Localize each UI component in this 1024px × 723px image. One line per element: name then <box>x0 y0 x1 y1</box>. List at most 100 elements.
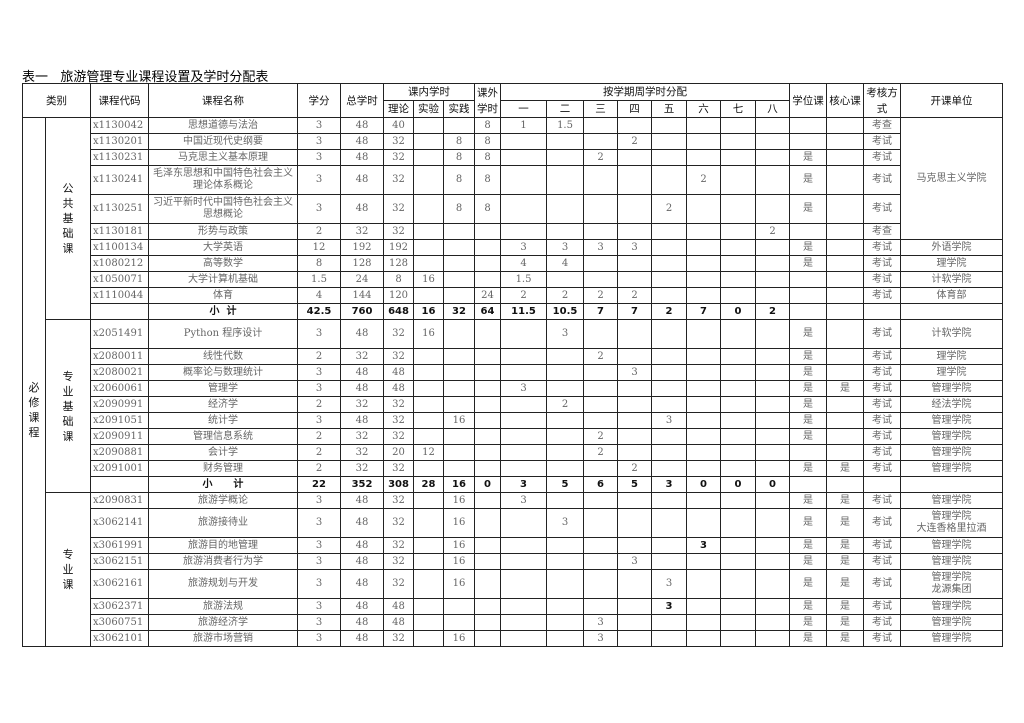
semester-4-hours <box>617 508 653 538</box>
header-category: 类别 <box>22 83 91 118</box>
header-core: 核心课 <box>826 83 865 118</box>
course-lab <box>413 428 444 445</box>
course-theory: 20 <box>383 444 414 461</box>
course-theory: 32 <box>383 133 414 150</box>
semester-1-hours <box>500 364 548 381</box>
core-course <box>826 194 865 224</box>
semester-3-hours <box>583 319 619 349</box>
semester-4-hours <box>617 598 653 615</box>
course-practice <box>442 223 476 240</box>
subtotal-row: 小 计 22 352 308 28 16 0 3 5 6 5 3 0 0 0 <box>23 476 1004 493</box>
course-theory: 32 <box>383 630 414 647</box>
semester-2-hours <box>546 348 585 365</box>
header-credit: 学分 <box>297 83 341 118</box>
course-theory: 48 <box>383 380 414 397</box>
course-credit: 3 <box>297 537 341 554</box>
course-total: 128 <box>340 255 384 272</box>
semester-3-hours <box>583 412 619 429</box>
semester-3-hours <box>583 598 619 615</box>
course-credit: 3 <box>297 149 341 166</box>
semester-1-hours: 1 <box>500 117 548 134</box>
exam-method: 考查 <box>863 223 902 240</box>
semester-4-hours <box>617 444 653 461</box>
course-practice: 16 <box>442 492 476 509</box>
semester-4-hours <box>617 149 653 166</box>
course-name: 中国近现代史纲要 <box>148 133 298 150</box>
course-total: 24 <box>340 271 384 288</box>
semester-4-hours <box>617 255 653 272</box>
semester-1-hours: 1.5 <box>500 271 548 288</box>
course-code: x1130231 <box>90 149 149 166</box>
semester-3-hours <box>583 460 619 477</box>
table-row: x3060751 旅游经济学 3 48 48 3 是是考试 管理学院 <box>23 614 1004 631</box>
semester-2-hours <box>546 598 585 615</box>
course-total: 32 <box>340 428 384 445</box>
offering-dept: 体育部 <box>900 287 1004 304</box>
course-lab <box>413 508 444 538</box>
semester-2-hours <box>546 364 585 381</box>
course-code: x2090881 <box>90 444 149 461</box>
semester-8-hours <box>755 444 791 461</box>
subtotal-theory: 308 <box>383 476 414 493</box>
course-credit: 3 <box>297 319 341 349</box>
semester-8-hours <box>755 364 791 381</box>
semester-3-hours: 2 <box>583 428 619 445</box>
course-total: 192 <box>340 239 384 256</box>
semester-1-hours: 2 <box>500 287 548 304</box>
exam-method: 考试 <box>863 287 902 304</box>
subtotal-code <box>90 476 149 493</box>
header-exam: 考核方式 <box>863 83 902 118</box>
subtotal-semester-6: 0 <box>686 476 722 493</box>
subtotal-semester-1: 11.5 <box>500 303 548 320</box>
course-extra <box>474 396 502 413</box>
header-in-class: 课内学时 <box>382 83 476 101</box>
exam-method: 考试 <box>863 537 902 554</box>
semester-5-hours <box>651 271 688 288</box>
course-extra <box>474 428 502 445</box>
semester-7-hours <box>720 614 757 631</box>
course-extra <box>474 492 502 509</box>
core-course <box>826 396 865 413</box>
course-code: x1130042 <box>90 117 149 134</box>
course-code: x3062141 <box>90 508 149 538</box>
course-name: 旅游接待业 <box>148 508 298 538</box>
sub-category: 公共基础课 <box>45 117 91 320</box>
degree-course: 是 <box>789 553 828 570</box>
header-lab: 实验 <box>413 100 444 118</box>
semester-4-hours: 2 <box>617 460 653 477</box>
course-name: 大学计算机基础 <box>148 271 298 288</box>
course-practice: 16 <box>442 630 476 647</box>
course-code: x3060751 <box>90 614 149 631</box>
course-theory: 32 <box>383 537 414 554</box>
semester-6-hours <box>686 287 722 304</box>
table-row: x1130201 中国近现代史纲要 3 48 32 8 8 2 考试 <box>23 133 1003 150</box>
semester-1-hours <box>500 537 548 554</box>
exam-method: 考试 <box>863 396 902 413</box>
subtotal-degree <box>789 303 828 320</box>
table-row: x3062371 旅游法规 3 48 48 3 是是考试 管理学院 <box>23 598 1004 615</box>
semester-7-hours <box>720 508 757 538</box>
table-row: 专业基础课 x2051491 Python 程序设计 3 48 32 16 3 是考试 计软学院 <box>23 319 1004 493</box>
semester-5-hours <box>651 223 688 240</box>
semester-8-hours <box>755 598 791 615</box>
course-theory: 48 <box>383 598 414 615</box>
semester-6-hours <box>686 364 722 381</box>
semester-7-hours <box>720 537 757 554</box>
course-name: 旅游学概论 <box>148 492 298 509</box>
semester-1-hours <box>500 428 548 445</box>
subtotal-core <box>826 303 865 320</box>
semester-7-hours <box>720 380 757 397</box>
semester-7-hours <box>720 239 757 256</box>
exam-method: 考试 <box>863 428 902 445</box>
course-theory: 32 <box>383 348 414 365</box>
subtotal-semester-2: 5 <box>546 476 585 493</box>
header-theory: 理论 <box>383 100 414 118</box>
course-lab <box>413 569 444 599</box>
semester-5-hours: 3 <box>651 569 688 599</box>
core-course: 是 <box>826 380 865 397</box>
subtotal-semester-4: 5 <box>617 476 653 493</box>
semester-6-hours <box>686 412 722 429</box>
offering-dept: 管理学院 <box>900 380 1004 397</box>
course-lab: 16 <box>413 319 444 349</box>
semester-2-hours: 3 <box>546 319 585 349</box>
